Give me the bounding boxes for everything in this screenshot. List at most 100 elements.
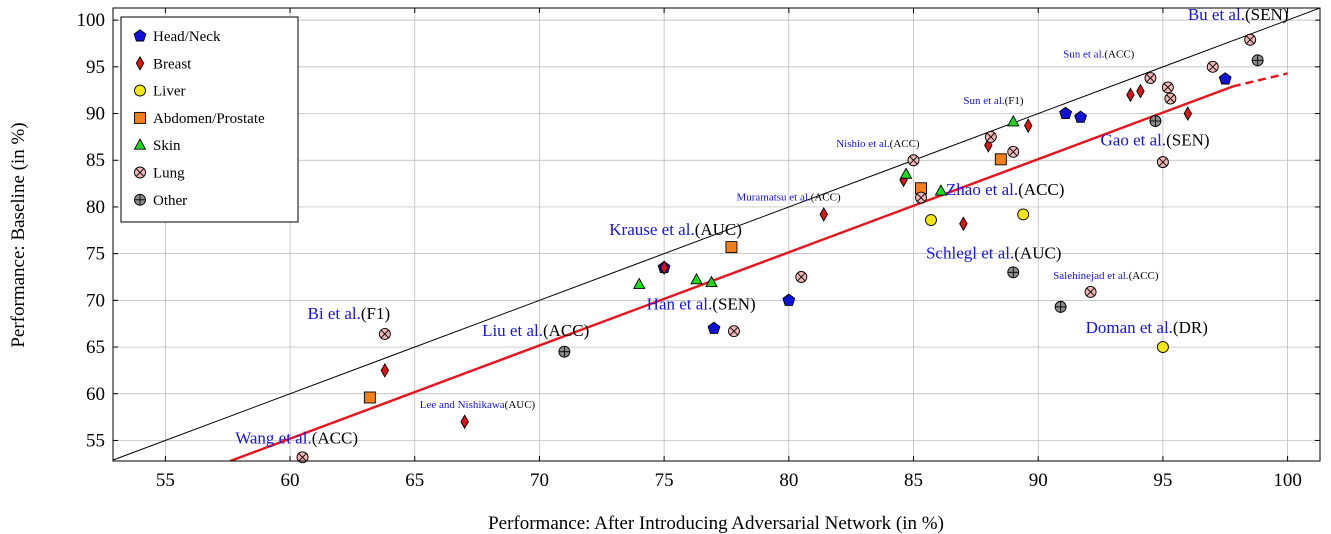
annotation-author: Han et al. bbox=[647, 295, 713, 314]
y-tick-label: 55 bbox=[86, 430, 105, 451]
series-head-neck bbox=[657, 72, 1232, 334]
point-other bbox=[1054, 300, 1067, 313]
point-lung-cross bbox=[1163, 83, 1173, 92]
y-tick-label: 80 bbox=[86, 197, 105, 218]
annotation-label: Sun et al.(ACC) bbox=[1063, 49, 1135, 61]
annotation-metric: (ACC) bbox=[1104, 49, 1134, 61]
point-abdomen-prostate bbox=[725, 241, 738, 254]
point-lung-cross bbox=[797, 272, 806, 282]
y-axis-ticks: 55 60 65 70 75 80 85 90 95 100 bbox=[77, 10, 1320, 451]
point-breast bbox=[460, 414, 469, 430]
point-skin-shape bbox=[899, 167, 913, 179]
annotation-label: Han et al.(SEN) bbox=[647, 295, 756, 314]
annotation-label: Muramatsu et al.(ACC) bbox=[736, 191, 841, 203]
point-lung-cross bbox=[1158, 157, 1168, 167]
legend-label-lung: Lung bbox=[153, 166, 185, 182]
legend-marker-head-neck bbox=[133, 29, 147, 42]
annotation-metric: (SEN) bbox=[1245, 5, 1288, 24]
point-lung-cross bbox=[916, 193, 926, 202]
point-breast-shape bbox=[959, 216, 968, 232]
point-lung-cross bbox=[1146, 73, 1155, 83]
point-lung bbox=[907, 154, 920, 167]
point-lung bbox=[1244, 33, 1257, 46]
plot-frame bbox=[112, 7, 1321, 462]
point-breast-shape bbox=[1024, 118, 1033, 134]
grid-lines bbox=[113, 8, 1320, 461]
legend-label-skin: Skin bbox=[153, 138, 181, 154]
annotation-metric: (ACC) bbox=[1018, 180, 1064, 199]
annotation-author: Bu et al. bbox=[1188, 5, 1245, 24]
trend-line bbox=[229, 85, 1234, 461]
y-tick-label: 70 bbox=[86, 290, 105, 311]
point-lung bbox=[795, 271, 808, 283]
point-skin-shape bbox=[934, 184, 948, 196]
reference-lines bbox=[113, 8, 1320, 461]
point-lung-cross bbox=[1245, 35, 1255, 44]
annotation-metric: (AUC) bbox=[505, 399, 536, 411]
point-lung bbox=[984, 130, 997, 143]
x-tick-label: 100 bbox=[1273, 470, 1302, 491]
point-lung bbox=[378, 328, 391, 340]
legend-marker-abdomen-prostate bbox=[134, 111, 146, 124]
annotation-label: Bi et al.(F1) bbox=[308, 304, 391, 323]
annotation-label: Bu et al.(SEN) bbox=[1188, 5, 1289, 24]
annotation-author: Salehinejad et al. bbox=[1053, 270, 1129, 282]
annotation-label: Salehinejad et al.(ACC) bbox=[1053, 270, 1159, 282]
legend-box bbox=[120, 16, 299, 223]
legend-marker-skin bbox=[133, 138, 147, 150]
point-other bbox=[1251, 54, 1264, 67]
legend-marker-breast-shape bbox=[135, 55, 145, 71]
legend-marker-abdomen-prostate-shape bbox=[134, 111, 146, 124]
annotation-label: Wang et al.(ACC) bbox=[235, 428, 358, 447]
point-skin-shape bbox=[705, 275, 718, 288]
x-axis-label: Performance: After Introducing Adversari… bbox=[488, 513, 944, 534]
point-breast-shape bbox=[460, 414, 469, 430]
annotation-metric: (DR) bbox=[1173, 318, 1208, 337]
point-lung-cross bbox=[986, 132, 996, 142]
legend-marker-other bbox=[134, 193, 146, 206]
annotation-label: Sun et al.(F1) bbox=[963, 95, 1024, 107]
annotation-metric: (F1) bbox=[361, 304, 390, 323]
point-skin-shape bbox=[690, 272, 703, 285]
point-skin-shape bbox=[1007, 115, 1020, 127]
point-breast-shape bbox=[1126, 87, 1135, 103]
point-lung-cross bbox=[909, 156, 918, 165]
annotation-author: Muramatsu et al. bbox=[736, 191, 810, 203]
legend-marker-liver-shape bbox=[134, 84, 146, 97]
legend-label-other: Other bbox=[153, 193, 187, 209]
point-breast bbox=[659, 260, 669, 276]
annotation-metric: (ACC) bbox=[890, 138, 920, 150]
point-lung bbox=[1164, 92, 1177, 105]
point-lung bbox=[915, 191, 927, 204]
x-tick-label: 55 bbox=[156, 470, 175, 491]
point-lung-cross bbox=[298, 453, 307, 462]
series-liver bbox=[925, 208, 1169, 353]
annotation-metric: (AUC) bbox=[1014, 243, 1061, 262]
y-tick-label: 60 bbox=[86, 384, 105, 405]
annotation-author: Wang et al. bbox=[235, 428, 312, 447]
point-lung-cross bbox=[729, 326, 739, 336]
point-skin bbox=[705, 275, 718, 288]
point-head-neck-shape bbox=[782, 293, 796, 306]
x-tick-label: 70 bbox=[530, 470, 549, 491]
point-abdomen-prostate bbox=[363, 391, 376, 404]
annotation-metric: (SEN) bbox=[1166, 130, 1209, 149]
point-lung bbox=[1144, 72, 1157, 85]
x-tick-label: 95 bbox=[1153, 470, 1172, 491]
point-lung-cross bbox=[1009, 147, 1018, 157]
point-breast-shape bbox=[659, 260, 669, 276]
annotation-label: Doman et al.(DR) bbox=[1086, 318, 1208, 337]
annotation-author: Nishio et al. bbox=[836, 138, 890, 150]
point-lung bbox=[1156, 156, 1169, 169]
legend-label-head-neck: Head/Neck bbox=[153, 29, 221, 45]
annotation-author: Sun et al. bbox=[963, 95, 1004, 107]
point-head-neck-shape bbox=[1218, 72, 1232, 85]
annotation-metric: (ACC) bbox=[312, 428, 358, 447]
legend: Head/Neck Breast Liver Abdomen/Prostate Skin… bbox=[120, 16, 299, 223]
annotation-metric: (F1) bbox=[1005, 95, 1024, 107]
x-tick-label: 75 bbox=[655, 470, 674, 491]
point-other bbox=[1007, 266, 1020, 279]
point-skin bbox=[632, 277, 646, 289]
annotation-author: Bi et al. bbox=[308, 304, 361, 323]
